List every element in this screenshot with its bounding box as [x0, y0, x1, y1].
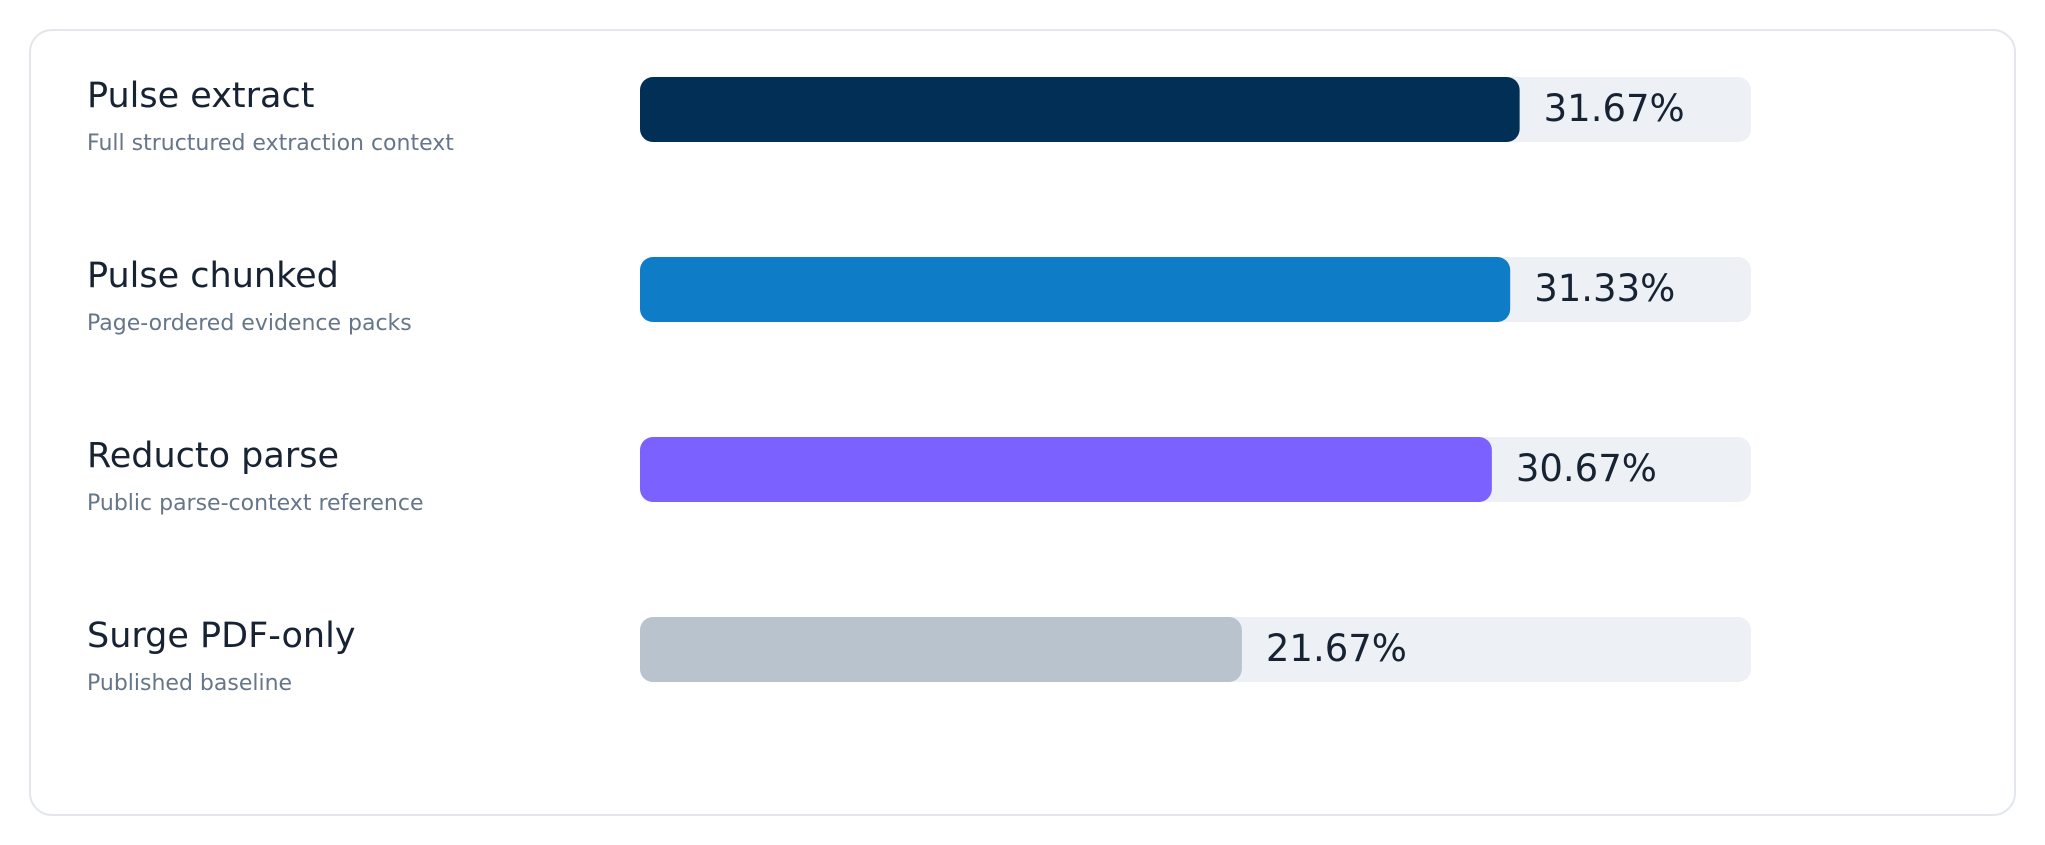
category-label: Surge PDF-only [87, 616, 356, 656]
category-label: Pulse extract [87, 76, 314, 116]
category-label: Reducto parse [87, 436, 339, 476]
value-label: 30.67% [1516, 447, 1657, 490]
bar [640, 257, 1511, 322]
category-subtitle: Public parse-context reference [87, 491, 424, 516]
category-subtitle: Page-ordered evidence packs [87, 311, 412, 336]
value-label: 31.67% [1544, 87, 1685, 130]
value-label: 21.67% [1266, 627, 1407, 670]
value-label: 31.33% [1534, 267, 1675, 310]
category-label: Pulse chunked [87, 256, 339, 296]
bar [640, 77, 1520, 142]
bar [640, 437, 1492, 502]
bar [640, 617, 1242, 682]
category-subtitle: Full structured extraction context [87, 131, 454, 156]
category-subtitle: Published baseline [87, 671, 292, 696]
